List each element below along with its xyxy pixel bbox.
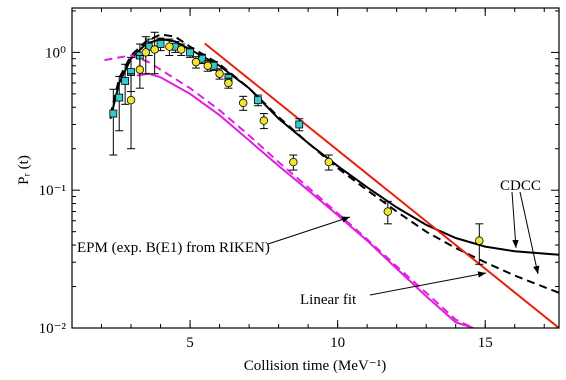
arrow (519, 191, 540, 275)
y-axis-label: Pᵣ (t) (16, 155, 32, 185)
x-axis-label: Collision time (MeV⁻¹) (244, 358, 386, 374)
plot-area (104, 31, 559, 328)
data-point (191, 57, 201, 67)
data-point (475, 236, 484, 245)
data-point (165, 42, 174, 51)
line-series (136, 72, 474, 328)
data-point (141, 48, 150, 57)
data-point (224, 78, 233, 88)
annotation: EPM (exp. B(E1) from RIKEN) (77, 240, 270, 256)
data-point (115, 93, 124, 102)
data-point (156, 40, 165, 48)
data-point (295, 120, 304, 129)
data-point (254, 96, 262, 105)
arrow (267, 216, 351, 245)
data-point (135, 65, 145, 74)
annotation: CDCC (500, 178, 541, 194)
y-tick-label: 10⁻¹ (39, 183, 66, 199)
data-point (177, 45, 186, 54)
x-tick-label: 15 (478, 335, 493, 351)
arrow (369, 271, 487, 296)
y-tick-label: 10⁰ (45, 45, 66, 61)
data-point (238, 98, 248, 108)
line-series (204, 42, 559, 328)
annotation: Linear fit (300, 292, 357, 308)
data-point (121, 77, 130, 85)
data-point (259, 116, 269, 125)
data-point (109, 109, 118, 118)
data-point (203, 61, 212, 70)
y-tick-label: 10⁻² (39, 321, 67, 337)
x-tick-label: 5 (186, 335, 194, 351)
data-point (289, 157, 298, 167)
data-point (150, 45, 159, 54)
data-point (186, 48, 194, 57)
data-point (383, 207, 393, 216)
line-series (104, 54, 474, 328)
data-point (215, 69, 224, 78)
frame (71, 7, 560, 329)
data-point (324, 157, 333, 167)
data-point (126, 95, 136, 105)
x-tick-label: 10 (330, 335, 345, 351)
arrow (511, 191, 519, 249)
